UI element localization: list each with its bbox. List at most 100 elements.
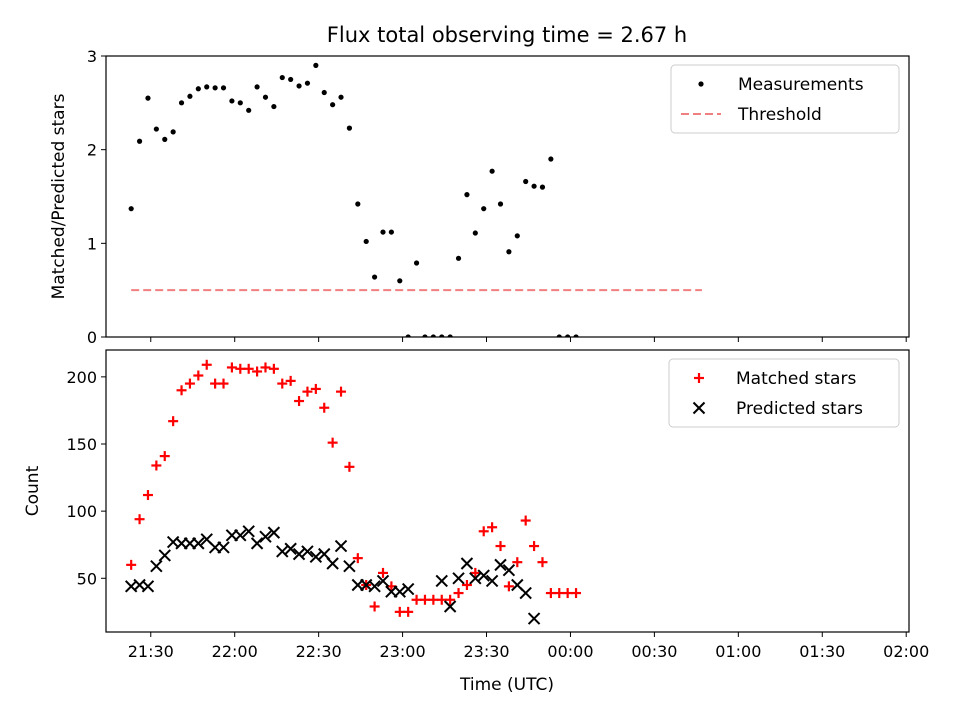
data-point-plus bbox=[126, 559, 137, 570]
data-point-dot-shape bbox=[195, 86, 201, 92]
data-point-dot-shape bbox=[204, 84, 210, 90]
data-point-dot-shape bbox=[397, 278, 403, 284]
axes-frame bbox=[105, 55, 910, 338]
data-point-dot bbox=[422, 334, 428, 337]
data-point-x bbox=[217, 541, 230, 554]
data-point-dot bbox=[346, 125, 353, 131]
data-point-x-b bbox=[318, 547, 331, 561]
data-point-dot-shape bbox=[514, 233, 520, 239]
data-point-dot bbox=[447, 334, 453, 337]
data-point-x-b bbox=[452, 572, 465, 585]
data-point-dot-shape bbox=[338, 94, 344, 100]
data-point-dot-shape bbox=[187, 93, 193, 99]
data-point-plus bbox=[235, 363, 246, 374]
data-point-dot-shape bbox=[220, 85, 227, 91]
y-tick-label: 200 bbox=[66, 368, 97, 387]
data-point-plus bbox=[168, 416, 179, 427]
data-point-plus bbox=[537, 557, 548, 568]
data-point-dot bbox=[363, 238, 369, 245]
data-point-dot-shape bbox=[388, 229, 394, 235]
data-point-dot bbox=[128, 206, 134, 212]
data-point-dot bbox=[304, 80, 311, 86]
data-point-x-b bbox=[217, 541, 230, 554]
data-point-plus bbox=[310, 383, 321, 394]
panel-counts: 50 100 150 200 Count 21:30 22:00 22:30 23:00 23:3… bbox=[23, 349, 929, 661]
legend-label: Measurements bbox=[738, 75, 864, 95]
data-point-x bbox=[326, 557, 339, 570]
data-point-dot bbox=[556, 334, 562, 337]
data-point-dot-shape bbox=[565, 334, 571, 337]
data-point-x-b bbox=[511, 578, 524, 592]
legend: Matched stars Predicted stars bbox=[668, 358, 900, 428]
data-point-dot bbox=[455, 255, 462, 261]
data-point-dot-shape bbox=[430, 334, 436, 337]
data-point-x-b bbox=[276, 545, 289, 558]
data-point-x-b bbox=[343, 559, 356, 573]
data-point-plus bbox=[327, 437, 338, 448]
data-point-dot-shape bbox=[422, 334, 428, 337]
data-point-x bbox=[401, 582, 415, 596]
data-point-x-b bbox=[141, 580, 155, 593]
data-point-dot bbox=[254, 84, 260, 90]
data-point-plus bbox=[243, 363, 254, 374]
data-point-plus bbox=[520, 515, 531, 526]
data-point-x-b bbox=[502, 564, 516, 577]
data-point-x bbox=[469, 572, 482, 585]
data-point-dot-shape bbox=[346, 125, 353, 131]
data-point-plus bbox=[142, 490, 153, 501]
y-tick-label: 0 bbox=[87, 328, 97, 347]
data-point-plus bbox=[571, 588, 582, 599]
data-point-dot-shape bbox=[497, 201, 504, 207]
data-point-x bbox=[267, 526, 281, 539]
data-point-x-b bbox=[477, 569, 490, 582]
data-point-dot-shape bbox=[229, 98, 235, 104]
data-point-plus bbox=[336, 386, 347, 397]
data-point-x-b bbox=[326, 557, 339, 570]
legend: Measurements Threshold bbox=[670, 64, 900, 134]
data-point-x bbox=[259, 530, 272, 543]
x-tick-label: 23:30 bbox=[463, 642, 509, 661]
data-point-dot-shape bbox=[136, 138, 143, 144]
data-point-dot-shape bbox=[162, 136, 168, 142]
data-point-x-b bbox=[401, 582, 415, 596]
data-point-dot-shape bbox=[355, 201, 361, 207]
y-tick-label: 100 bbox=[66, 502, 97, 521]
data-point-dot-shape bbox=[304, 80, 311, 86]
data-point-dot bbox=[514, 233, 520, 239]
data-point-x bbox=[494, 558, 507, 572]
data-point-x bbox=[309, 550, 323, 564]
data-point-dot bbox=[413, 260, 420, 266]
data-point-dot bbox=[279, 74, 285, 81]
data-point-plus bbox=[419, 594, 430, 605]
data-point-dot bbox=[153, 126, 159, 132]
data-point-plus bbox=[344, 461, 355, 472]
data-point-x bbox=[284, 542, 297, 555]
data-point-plus bbox=[503, 581, 514, 592]
data-point-dot bbox=[355, 201, 361, 207]
x-tick-label: 22:00 bbox=[212, 642, 258, 661]
legend-box bbox=[668, 358, 900, 428]
x-axis-label: Time (UTC) bbox=[459, 675, 554, 695]
data-point-dot bbox=[439, 334, 445, 337]
data-point-dot bbox=[464, 192, 470, 198]
data-point-x-b bbox=[234, 529, 247, 542]
legend-label: Predicted stars bbox=[736, 399, 863, 419]
data-point-x bbox=[150, 559, 163, 573]
data-point-x bbox=[376, 574, 390, 588]
data-point-plus bbox=[285, 375, 296, 386]
data-point-dot bbox=[170, 129, 176, 135]
data-point-dot-shape bbox=[489, 168, 495, 174]
data-point-plus bbox=[226, 362, 237, 373]
data-point-plus bbox=[201, 359, 212, 370]
data-point-x bbox=[460, 557, 474, 570]
data-point-plus bbox=[302, 386, 313, 397]
data-point-dot-shape bbox=[548, 156, 554, 162]
data-point-plus bbox=[176, 385, 187, 396]
data-point-plus bbox=[260, 362, 271, 373]
plot-area bbox=[128, 62, 702, 337]
x-tick-label: 01:00 bbox=[715, 642, 761, 661]
data-point-dot-shape bbox=[288, 76, 294, 83]
data-point-plus bbox=[461, 580, 472, 590]
data-point-x-b bbox=[494, 558, 507, 572]
data-point-x-b bbox=[292, 547, 306, 561]
